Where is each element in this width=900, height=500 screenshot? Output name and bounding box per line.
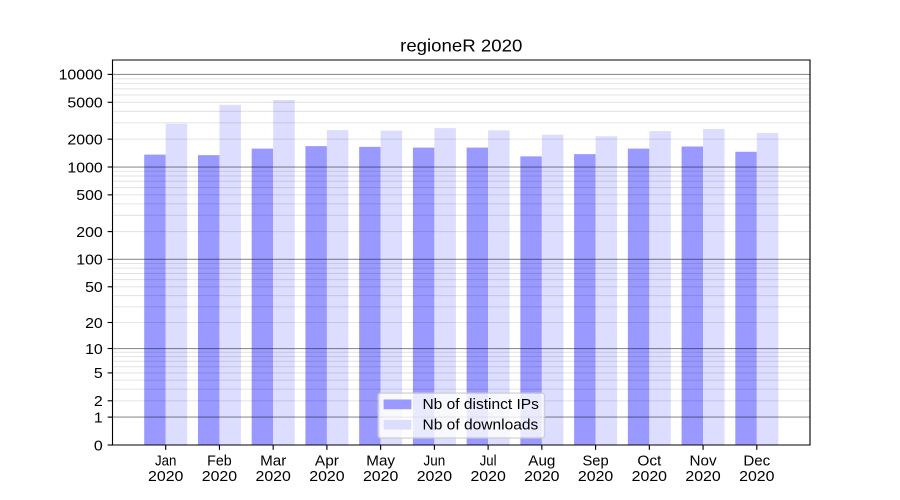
svg-text:Nb of distinct IPs: Nb of distinct IPs bbox=[422, 397, 538, 413]
svg-text:regioneR 2020: regioneR 2020 bbox=[400, 36, 523, 56]
svg-text:2020: 2020 bbox=[417, 469, 452, 485]
svg-text:2020: 2020 bbox=[363, 469, 398, 485]
svg-text:1000: 1000 bbox=[67, 160, 102, 176]
svg-text:2020: 2020 bbox=[578, 469, 613, 485]
svg-text:200: 200 bbox=[76, 225, 103, 241]
svg-text:500: 500 bbox=[76, 188, 103, 204]
svg-text:2020: 2020 bbox=[470, 469, 505, 485]
svg-text:2020: 2020 bbox=[309, 469, 344, 485]
svg-text:Feb: Feb bbox=[207, 453, 232, 469]
svg-text:50: 50 bbox=[85, 280, 103, 296]
svg-text:5: 5 bbox=[94, 366, 103, 382]
svg-text:2000: 2000 bbox=[67, 132, 102, 148]
svg-text:May: May bbox=[366, 453, 395, 469]
svg-text:10000: 10000 bbox=[59, 68, 103, 84]
svg-text:2020: 2020 bbox=[632, 469, 667, 485]
svg-text:2020: 2020 bbox=[148, 469, 183, 485]
svg-text:2020: 2020 bbox=[685, 469, 720, 485]
svg-text:Jan: Jan bbox=[155, 453, 176, 469]
svg-text:Nb of downloads: Nb of downloads bbox=[422, 418, 538, 434]
svg-text:2020: 2020 bbox=[255, 469, 290, 485]
svg-text:Dec: Dec bbox=[743, 453, 770, 469]
svg-text:20: 20 bbox=[85, 316, 103, 332]
svg-text:Aug: Aug bbox=[528, 453, 555, 469]
svg-text:2020: 2020 bbox=[202, 469, 237, 485]
svg-text:0: 0 bbox=[94, 438, 103, 454]
svg-text:Apr: Apr bbox=[315, 453, 339, 469]
svg-text:5000: 5000 bbox=[67, 96, 102, 112]
svg-text:2020: 2020 bbox=[739, 469, 774, 485]
svg-text:Jun: Jun bbox=[424, 453, 446, 469]
svg-text:10: 10 bbox=[85, 342, 103, 358]
svg-text:1: 1 bbox=[94, 410, 103, 426]
svg-text:Nov: Nov bbox=[690, 453, 718, 469]
svg-text:Sep: Sep bbox=[583, 453, 609, 469]
svg-text:2: 2 bbox=[94, 394, 103, 410]
svg-text:100: 100 bbox=[76, 253, 103, 269]
svg-text:Oct: Oct bbox=[637, 453, 661, 469]
svg-text:Jul: Jul bbox=[480, 453, 497, 469]
svg-text:2020: 2020 bbox=[524, 469, 559, 485]
svg-text:Mar: Mar bbox=[260, 453, 286, 469]
